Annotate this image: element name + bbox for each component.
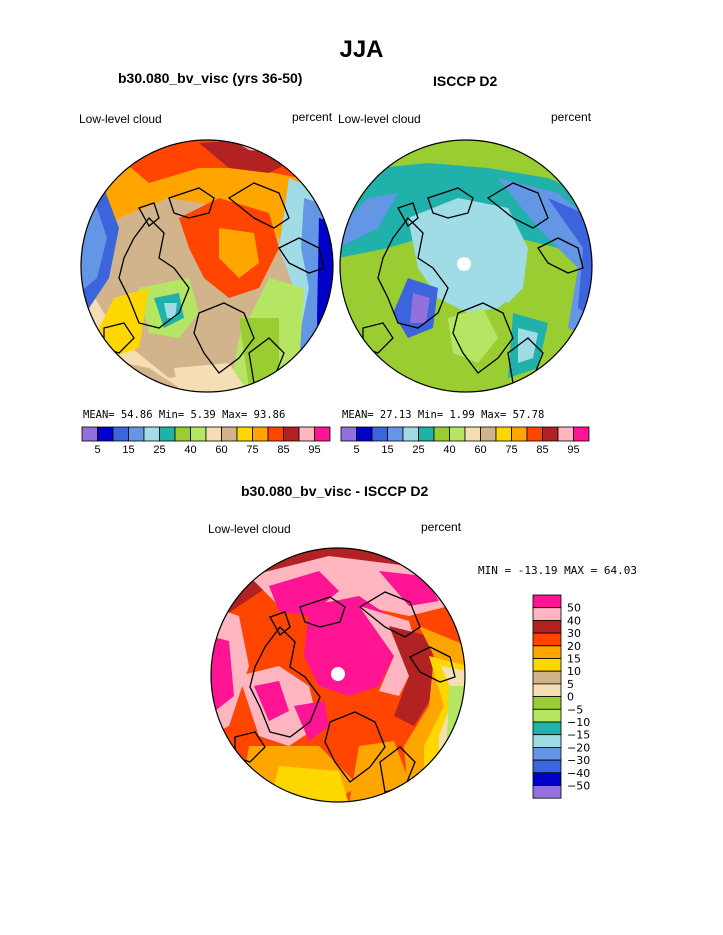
diff-colorbar-label: −5	[567, 703, 583, 716]
diff-colorbar-label: −15	[567, 729, 590, 742]
colorbar-tick-label: 75	[505, 444, 518, 456]
colorbar-tick-label: 5	[94, 444, 101, 456]
colorbar-swatch	[402, 426, 419, 442]
colorbar-swatch	[205, 426, 222, 442]
colorbar-tick-label: 25	[412, 444, 425, 456]
diff-colorbar-label: 15	[567, 653, 581, 666]
colorbar-tick-label: 60	[474, 444, 487, 456]
diff-colorbar-label: −20	[567, 741, 590, 754]
colorbar-swatch	[298, 426, 315, 442]
diff-colorbar-swatch	[532, 734, 562, 748]
colorbar-tick-label: 95	[308, 444, 321, 456]
colorbar-swatch	[283, 426, 300, 442]
right-polar-map	[339, 139, 593, 393]
colorbar-swatch	[159, 426, 176, 442]
left-field-label: Low-level cloud	[79, 112, 162, 126]
left-colorbar	[81, 426, 331, 442]
diff-colorbar-swatch	[532, 632, 562, 647]
right-stats: MEAN= 27.13 Min= 1.99 Max= 57.78	[342, 409, 545, 421]
diff-colorbar-label: 40	[567, 614, 581, 627]
diff-colorbar-label: 0	[567, 691, 574, 704]
right-field-label: Low-level cloud	[338, 112, 421, 126]
colorbar-swatch	[340, 426, 357, 442]
colorbar-swatch	[314, 426, 331, 442]
diff-panel-title: b30.080_bv_visc - ISCCP D2	[241, 483, 429, 499]
colorbar-tick-label: 15	[122, 444, 135, 456]
colorbar-swatch	[356, 426, 373, 442]
diff-colorbar-label: 5	[567, 678, 574, 691]
colorbar-swatch	[112, 426, 129, 442]
diff-colorbar-swatch	[532, 785, 562, 799]
left-units-label: percent	[292, 110, 333, 124]
colorbar-swatch	[464, 426, 481, 442]
diff-colorbar-swatch	[532, 594, 562, 609]
diff-field-label: Low-level cloud	[208, 522, 291, 536]
diff-colorbar-swatch	[532, 619, 562, 634]
colorbar-swatch	[511, 426, 528, 442]
diff-colorbar-swatch	[532, 746, 562, 761]
left-polar-map	[80, 139, 334, 393]
diff-polar-map	[210, 547, 466, 803]
diff-units-label: percent	[421, 520, 462, 534]
main-title: JJA	[339, 36, 384, 63]
diff-colorbar-label: −40	[567, 767, 590, 780]
colorbar-tick-label: 25	[153, 444, 166, 456]
colorbar-tick-label: 60	[215, 444, 228, 456]
colorbar-tick-label: 40	[184, 444, 197, 456]
colorbar-swatch	[267, 426, 284, 442]
colorbar-swatch	[387, 426, 404, 442]
colorbar-tick-label: 85	[277, 444, 290, 456]
colorbar-swatch	[221, 426, 238, 442]
colorbar-swatch	[252, 426, 269, 442]
left-stats: MEAN= 54.86 Min= 5.39 Max= 93.86	[83, 409, 286, 421]
colorbar-tick-label: 95	[567, 444, 580, 456]
colorbar-swatch	[557, 426, 574, 442]
colorbar-swatch	[190, 426, 207, 442]
colorbar-swatch	[480, 426, 497, 442]
colorbar-swatch	[495, 426, 512, 442]
colorbar-swatch	[449, 426, 466, 442]
right-colorbar	[340, 426, 590, 442]
colorbar-tick-label: 75	[246, 444, 259, 456]
diff-colorbar-swatch	[532, 607, 562, 621]
colorbar-swatch	[371, 426, 388, 442]
colorbar-swatch	[143, 426, 160, 442]
diff-colorbar-swatch	[532, 708, 562, 723]
colorbar-tick-label: 15	[381, 444, 394, 456]
diff-colorbar-swatch	[532, 772, 562, 786]
diff-colorbar-label: 50	[567, 602, 581, 615]
colorbar-swatch	[128, 426, 145, 442]
colorbar-swatch	[174, 426, 191, 442]
colorbar-swatch	[81, 426, 98, 442]
right-panel-title: ISCCP D2	[433, 73, 498, 89]
diff-colorbar-label: 20	[567, 640, 581, 653]
diff-colorbar-swatch	[532, 683, 562, 698]
diff-colorbar-swatch	[532, 759, 562, 774]
diff-colorbar-swatch	[532, 696, 562, 710]
colorbar-swatch	[433, 426, 450, 442]
colorbar-tick-label: 5	[353, 444, 360, 456]
colorbar-tick-label: 40	[443, 444, 456, 456]
right-units-label: percent	[551, 110, 592, 124]
diff-colorbar-label: 10	[567, 665, 581, 678]
colorbar-swatch	[418, 426, 435, 442]
colorbar-tick-label: 85	[536, 444, 549, 456]
colorbar-swatch	[236, 426, 253, 442]
colorbar-swatch	[542, 426, 559, 442]
diff-colorbar-swatch	[532, 721, 562, 736]
diff-colorbar-swatch	[532, 658, 562, 672]
diff-colorbar-label: −50	[567, 780, 590, 793]
left-panel-title: b30.080_bv_visc (yrs 36-50)	[118, 70, 303, 86]
colorbar-swatch	[573, 426, 590, 442]
colorbar-swatch	[526, 426, 543, 442]
diff-colorbar-label: 30	[567, 627, 581, 640]
diff-colorbar-swatch	[532, 645, 562, 659]
diff-colorbar-label: −10	[567, 716, 590, 729]
diff-colorbar-label: −30	[567, 754, 590, 767]
diff-stats: MIN = -13.19 MAX = 64.03	[478, 564, 637, 577]
diff-colorbar-swatch	[532, 670, 562, 685]
colorbar-swatch	[97, 426, 114, 442]
